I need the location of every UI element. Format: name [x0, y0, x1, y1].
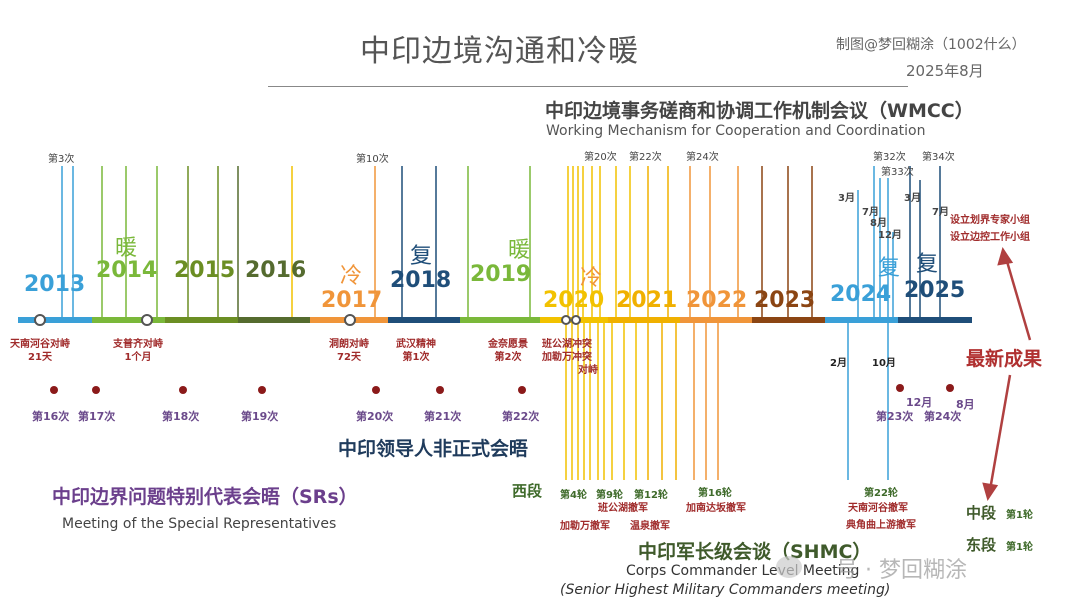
- withdraw-hotspring: 温泉撤军: [630, 521, 670, 532]
- withdraw-dianjiaoqu: 典角曲上游撤军: [846, 520, 916, 531]
- wmcc-round-32: 第32次: [873, 152, 906, 163]
- event-clash-2020: 班公湖冲突 加勒万冲突: [542, 339, 592, 363]
- year-2025: 2025: [904, 278, 966, 303]
- srs-round-16: 第16次: [32, 410, 70, 423]
- shmc-subtitle-2: (Senior Highest Military Commanders meet…: [560, 582, 891, 598]
- wechat-icon: [776, 556, 802, 578]
- srs-round-21: 第21次: [424, 410, 462, 423]
- year-2015: 2015: [174, 258, 236, 283]
- wmcc-month-2: 7月: [862, 207, 879, 218]
- wmcc-round-20: 第20次: [584, 152, 617, 163]
- wmcc-month-6: 7月: [932, 207, 949, 218]
- wmcc-subtitle: Working Mechanism for Cooperation and Co…: [546, 123, 926, 139]
- wmcc-month-5: 3月: [904, 193, 921, 204]
- year-2019: 2019: [470, 262, 532, 287]
- shmc-month-2: 2月: [830, 358, 847, 369]
- shmc-round-16: 第16轮: [698, 488, 732, 499]
- event-wuhan: 武汉精神 第1次: [396, 339, 436, 363]
- latest-results-label: 最新成果: [966, 348, 1043, 370]
- state-restore-2025: 复: [916, 252, 939, 277]
- year-2021: 2021: [616, 288, 678, 313]
- shmc-round-4: 第4轮: [560, 490, 587, 501]
- wmcc-round-34: 第34次: [922, 152, 955, 163]
- wmcc-round-22: 第22次: [629, 152, 662, 163]
- year-2013: 2013: [24, 272, 86, 297]
- wmcc-month-4: 12月: [878, 230, 902, 241]
- year-2023: 2023: [754, 288, 816, 313]
- srs-round-17: 第17次: [78, 410, 116, 423]
- wmcc-round-10: 第10次: [356, 154, 389, 165]
- wmcc-month-3: 8月: [870, 218, 887, 229]
- state-restore-2024: 复: [878, 256, 901, 281]
- informal-summit-label: 中印领导人非正式会晤: [338, 438, 529, 460]
- srs-title: 中印边界问题特别代表会晤（SRs）: [52, 486, 358, 508]
- shmc-middle: 中段: [966, 504, 997, 522]
- wmcc-title: 中印边境事务磋商和协调工作机制会议（WMCC）: [545, 100, 974, 122]
- shmc-east-round: 第1轮: [1006, 542, 1033, 553]
- srs-month-8: 8月: [956, 398, 975, 411]
- year-2024: 2024: [830, 282, 892, 307]
- year-2018: 2018: [390, 268, 452, 293]
- state-cold-2017: 冷: [340, 264, 363, 289]
- year-2017: 2017: [321, 288, 383, 313]
- withdraw-jianan: 加南达坂撤军: [686, 503, 746, 514]
- srs-round-19: 第19次: [241, 410, 279, 423]
- watermark: 号 · 梦回糊涂: [836, 558, 967, 583]
- srs-round-20: 第20次: [356, 410, 394, 423]
- page-title: 中印边境沟通和冷暖: [360, 34, 639, 69]
- event-tiannan: 天南河谷对峙 21天: [10, 339, 70, 363]
- shmc-west: 西段: [512, 482, 543, 500]
- year-2016: 2016: [245, 258, 307, 283]
- wmcc-month-1: 3月: [838, 193, 855, 204]
- wmcc-round-3: 第3次: [48, 154, 75, 165]
- credit: 制图@梦回糊涂（1002什么）: [836, 37, 1026, 53]
- event-standoff: 对峙: [578, 365, 598, 376]
- date: 2025年8月: [906, 62, 984, 80]
- srs-subtitle: Meeting of the Special Representatives: [62, 516, 337, 532]
- srs-round-23: 第23次: [876, 410, 914, 423]
- shmc-month-10: 10月: [872, 358, 896, 369]
- shmc-round-12: 第12轮: [634, 490, 668, 501]
- srs-round-22: 第22次: [502, 410, 540, 423]
- event-zhipuqi: 支普齐对峙 1个月: [113, 339, 163, 363]
- new-result-2: 设立边控工作小组: [950, 232, 1030, 243]
- shmc-subtitle: Corps Commander Level Meeting: [626, 563, 860, 579]
- year-2022: 2022: [686, 288, 748, 313]
- shmc-round-9: 第9轮: [596, 490, 623, 501]
- year-2020: 2020: [543, 288, 605, 313]
- state-warm-2019: 暖: [508, 238, 531, 263]
- wmcc-round-33: 第33次: [881, 167, 914, 178]
- new-result-1: 设立划界专家小组: [950, 215, 1030, 226]
- withdraw-galwan: 加勒万撤军: [560, 521, 610, 532]
- shmc-round-22: 第22轮: [864, 488, 898, 499]
- event-chennai: 金奈愿景 第2次: [488, 339, 528, 363]
- shmc-middle-round: 第1轮: [1006, 510, 1033, 521]
- state-cold-2020: 冷: [580, 266, 603, 291]
- srs-month-12: 12月: [906, 396, 933, 409]
- withdraw-tiannan: 天南河谷撤军: [848, 503, 908, 514]
- title-underline: [268, 86, 908, 87]
- year-2014: 2014: [96, 258, 158, 283]
- srs-round-18: 第18次: [162, 410, 200, 423]
- event-doklam: 洞朗对峙 72天: [329, 339, 369, 363]
- wmcc-round-24: 第24次: [686, 152, 719, 163]
- state-warm-2014: 暖: [115, 236, 138, 261]
- shmc-east: 东段: [966, 536, 997, 554]
- srs-round-24: 第24次: [924, 410, 962, 423]
- shmc-title: 中印军长级会谈（SHMC）: [638, 541, 872, 563]
- withdraw-bangong: 班公湖撤军: [598, 503, 648, 514]
- state-restore-2018: 复: [410, 244, 433, 269]
